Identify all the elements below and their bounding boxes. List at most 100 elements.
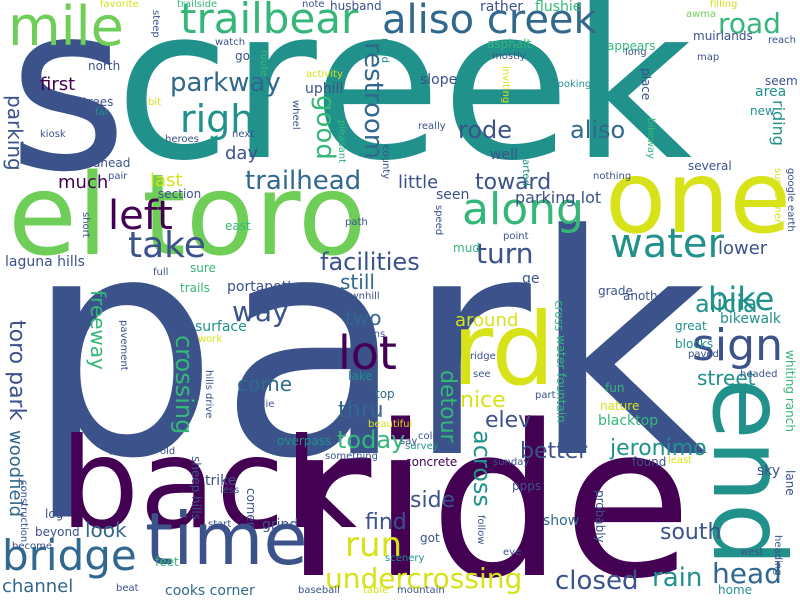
word-say: say	[400, 436, 418, 447]
word-tb: tb	[170, 299, 183, 313]
word-muirlands: muirlands	[693, 29, 753, 43]
word-point: point	[503, 231, 529, 242]
word-need: need	[379, 38, 390, 63]
word-filling: filling	[710, 0, 738, 10]
word-elev: elev	[485, 408, 532, 433]
word-got: got	[420, 531, 440, 545]
word-kiosk: kiosk	[40, 129, 66, 140]
word-ge: ge	[522, 271, 540, 287]
word-sundowner: sundowner	[772, 168, 783, 224]
word-better: better	[520, 439, 588, 464]
word-cross: cross	[552, 300, 566, 332]
word-right: right	[180, 97, 270, 141]
word-lake: lake	[348, 369, 373, 383]
word-see: see	[473, 369, 491, 380]
word-blocks: blocks	[675, 337, 714, 351]
word-area: area	[755, 84, 787, 100]
word-ahead: ahead	[93, 156, 131, 170]
word-home: home	[718, 583, 753, 597]
word-woodfield: woodfield	[5, 430, 26, 518]
word-activity: activity	[306, 69, 343, 80]
word-appears: appears	[607, 39, 656, 53]
word-whiting-ranch: whiting ranch	[783, 350, 797, 432]
word-around: around	[455, 310, 519, 331]
word-rain: rain	[652, 563, 703, 593]
word-north: north	[88, 59, 121, 73]
word-surface: surface	[195, 319, 247, 335]
word-beat: beat	[116, 583, 139, 594]
word-detour: detour	[435, 370, 460, 443]
word-construction: construction	[18, 480, 29, 543]
word-far: far	[95, 107, 109, 118]
word-come: come	[237, 372, 293, 396]
word-head: head	[712, 557, 782, 590]
word-beyond: beyond	[35, 525, 80, 539]
word-mostly: mostly	[492, 51, 526, 62]
word-least: least	[668, 455, 693, 466]
word-pair: pair	[108, 171, 128, 182]
word-good: good	[310, 95, 340, 160]
word-end: end	[690, 378, 800, 567]
word-old: old	[160, 446, 176, 457]
word-trails: trails	[180, 281, 210, 295]
word-headed: headed	[740, 369, 778, 380]
word-grade: grade	[598, 284, 633, 298]
word-heroes: heroes	[165, 134, 199, 145]
word-started: started	[520, 150, 531, 186]
word-lane: lane	[783, 470, 797, 496]
word-restroom: restroom	[358, 42, 388, 160]
word-way: way	[232, 295, 289, 328]
word-mile: mile	[8, 0, 124, 58]
word-map: map	[697, 52, 720, 63]
word-left: left	[108, 193, 173, 239]
word-watch: watch	[215, 37, 246, 48]
word-heading: heading	[772, 535, 783, 576]
word-slope: slope	[420, 72, 458, 88]
word-less: less	[220, 485, 240, 496]
word-follow: follow	[475, 515, 486, 545]
word-along: along	[462, 184, 584, 235]
word-today: today	[337, 426, 406, 454]
word-parking: parking	[3, 95, 27, 171]
word-great: great	[675, 319, 707, 333]
word-take: take	[128, 225, 206, 266]
word-ridge: ridge	[470, 351, 496, 362]
word-blacktop: blacktop	[598, 413, 659, 429]
word-looking: looking	[555, 79, 592, 90]
word-top: top	[375, 387, 395, 401]
word-find: find	[365, 510, 407, 535]
word-table: table	[363, 585, 389, 596]
word-thru: thru	[338, 398, 384, 423]
word-overpass: overpass	[277, 434, 332, 448]
word-wheel: wheel	[290, 100, 301, 130]
word-nature: nature	[600, 399, 640, 413]
word-mud: mud	[453, 241, 480, 255]
word-turn: turn	[476, 237, 534, 270]
word-corner: corner	[244, 488, 258, 527]
word-mountain: mountain	[397, 585, 445, 596]
word-pleasant: pleasant	[336, 120, 347, 164]
word-west: west	[740, 547, 764, 558]
word-rode: rode	[458, 116, 513, 144]
word-log: log	[45, 507, 64, 521]
word-lower: lower	[718, 238, 768, 259]
word-going: going	[108, 441, 142, 455]
word-fun: fun	[605, 381, 625, 395]
word-well: well	[490, 147, 518, 163]
word-little: little	[398, 172, 439, 193]
word-trike: trike	[205, 473, 237, 489]
word-trees: trees	[83, 95, 114, 109]
word-seen: seen	[436, 187, 470, 203]
word-inviting: inviting	[500, 66, 511, 104]
word-side: side	[410, 488, 456, 513]
word-husband: husband	[330, 0, 382, 13]
word-cooks-corner: cooks corner	[165, 583, 255, 599]
word-note: note	[302, 0, 325, 10]
word-something: something	[325, 451, 378, 462]
word-path: path	[345, 217, 368, 228]
word-new: new	[750, 104, 775, 118]
word-probably: probably	[593, 490, 607, 543]
word-parkway: parkway	[170, 68, 281, 98]
word-become: become	[12, 541, 53, 552]
